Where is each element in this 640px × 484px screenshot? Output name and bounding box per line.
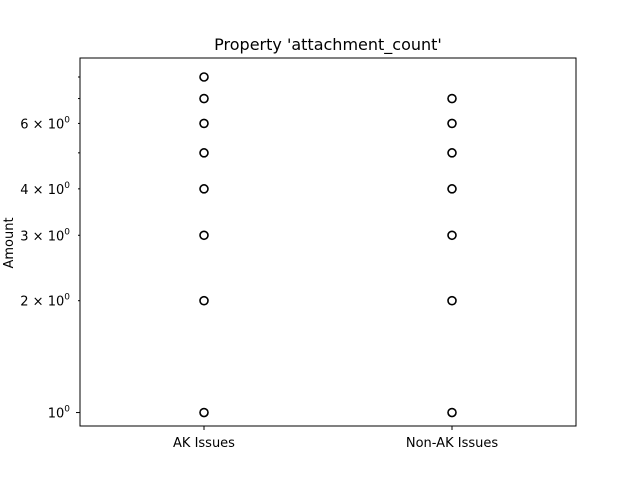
chart-title: Property 'attachment_count' <box>214 35 442 55</box>
data-point <box>199 118 209 129</box>
y-tick-label: 2 × 100 <box>20 293 70 310</box>
data-point <box>447 184 457 194</box>
y-tick-label: 3 × 100 <box>20 227 70 244</box>
x-tick-label: Non-AK Issues <box>406 436 498 451</box>
data-point <box>447 230 457 241</box>
data-point <box>199 230 209 241</box>
y-tick-label: 6 × 100 <box>20 115 70 132</box>
data-point <box>447 148 457 158</box>
data-point <box>199 72 209 82</box>
data-point <box>447 93 457 104</box>
y-tick-label: 4 × 100 <box>20 181 70 198</box>
x-tick-label: AK Issues <box>173 436 235 451</box>
y-axis-label: Amount <box>2 217 17 268</box>
data-point <box>199 93 209 104</box>
data-point <box>447 295 457 306</box>
data-point <box>199 148 209 158</box>
y-axis-ticks: 100 2 × 100 3 × 100 4 × 100 6 × 100 <box>20 76 80 422</box>
plot-area-frame <box>79 57 577 427</box>
data-point <box>199 407 209 418</box>
x-axis-ticks: AK Issues Non-AK Issues <box>173 426 498 451</box>
data-points <box>199 72 457 418</box>
data-point <box>447 118 457 129</box>
data-point <box>199 295 209 306</box>
data-point <box>447 407 457 418</box>
data-point <box>199 184 209 194</box>
y-tick-label: 100 <box>48 405 71 422</box>
